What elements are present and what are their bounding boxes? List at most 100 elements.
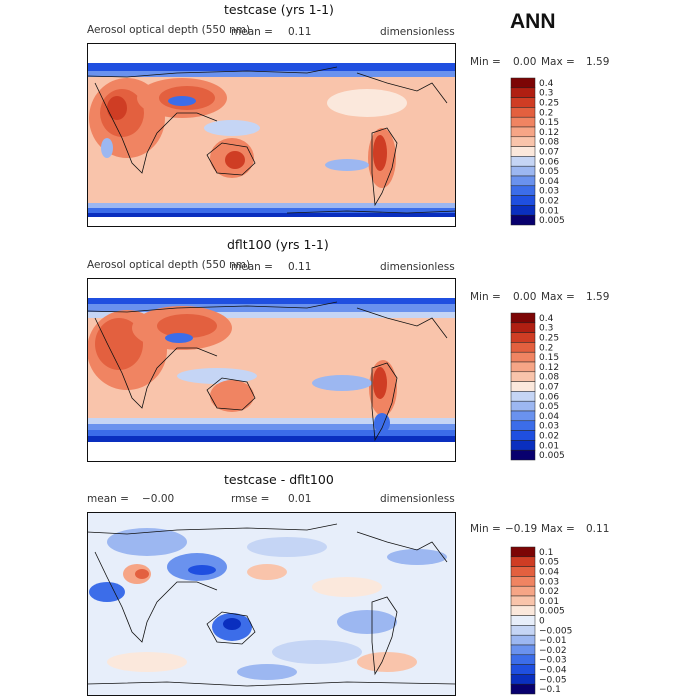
panel3-min-value: −0.19 [505,523,538,535]
panel1-max-label: Max = [541,56,575,68]
panel1-colorbar: 0.40.30.250.20.150.120.080.070.060.050.0… [510,77,565,226]
colorbar-swatch [510,615,536,626]
colorbar-label: 0 [539,617,545,627]
colorbar-swatch [510,175,536,187]
colorbar-swatch [510,185,536,196]
panel3-max-value: 0.11 [586,523,610,535]
colorbar-label: 0.03 [539,577,559,587]
colorbar-swatch [510,683,536,695]
panel3-rmse-label: rmse = [231,493,270,505]
panel2-max-label: Max = [541,291,575,303]
panel2-mean-value: 0.11 [288,261,312,273]
colorbar-swatch [510,605,536,616]
colorbar-swatch [510,351,536,363]
panel2-coastlines [87,301,448,442]
colorbar-swatch [510,156,536,167]
colorbar-swatch [510,654,536,665]
panel1-min-value: 0.00 [513,56,537,68]
colorbar-label: 0.15 [539,118,559,128]
colorbar-swatch [510,107,536,118]
colorbar-label: 0.2 [539,343,553,353]
colorbar-label: 0.01 [539,206,559,216]
colorbar-swatch [510,146,536,157]
colorbar-swatch [510,410,536,422]
colorbar-swatch [510,361,536,373]
colorbar-swatch [510,420,536,431]
colorbar-label: 0.005 [539,216,565,226]
panel2-min-label: Min = [470,291,501,303]
panel3-mean-label: mean = [87,493,129,505]
colorbar-label: −0.02 [539,646,567,656]
colorbar-label: 0.06 [539,392,559,402]
panel1-max-value: 1.59 [586,56,610,68]
colorbar-label: 0.005 [539,607,565,617]
colorbar-swatch [510,97,536,108]
panel3-rmse-value: 0.01 [288,493,312,505]
colorbar-swatch [510,322,536,333]
colorbar-swatch [510,664,536,675]
panel1-mean-value: 0.11 [288,26,312,38]
panel2-map [87,278,456,462]
panel3-max-label: Max = [541,523,575,535]
colorbar-label: −0.1 [539,685,561,695]
colorbar-swatch [510,195,536,206]
colorbar-label: 0.01 [539,597,559,607]
colorbar-label: −0.05 [539,675,567,685]
panel2-min-value: 0.00 [513,291,537,303]
colorbar-label: 0.01 [539,441,559,451]
colorbar-label: 0.3 [539,89,553,99]
panel1-variable: Aerosol optical depth (550 nm) [87,24,251,36]
colorbar-label: 0.03 [539,422,559,432]
panel1-title: testcase (yrs 1-1) [224,2,334,17]
colorbar-swatch [510,371,536,382]
panel1-field [87,43,456,227]
colorbar-swatch [510,312,536,324]
panel2-title: dflt100 (yrs 1-1) [227,237,329,252]
colorbar-label: 0.1 [539,548,553,558]
panel3-mean-value: −0.00 [142,493,175,505]
colorbar-swatch [510,214,536,226]
colorbar-label: 0.08 [539,138,559,148]
panel2-units: dimensionless [380,261,455,273]
colorbar-label: 0.25 [539,99,559,109]
colorbar-swatch [510,165,536,177]
colorbar-label: 0.04 [539,412,559,422]
colorbar-swatch [510,77,536,89]
panel3-colorbar: 0.10.050.040.030.020.010.0050−0.005−0.01… [510,546,572,695]
panel2-mean-label: mean = [231,261,273,273]
colorbar-label: 0.08 [539,373,559,383]
colorbar-label: 0.04 [539,568,559,578]
panel3-units: dimensionless [380,493,455,505]
colorbar-swatch [510,332,536,343]
colorbar-label: 0.05 [539,402,559,412]
colorbar-swatch [510,400,536,412]
colorbar-swatch [510,595,536,607]
colorbar-swatch [510,391,536,402]
panel2-max-value: 1.59 [586,291,610,303]
colorbar-swatch [510,585,536,597]
colorbar-swatch [510,566,536,577]
panel2-field [87,278,456,462]
colorbar-label: 0.4 [539,79,554,89]
colorbar-swatch [510,87,536,98]
colorbar-swatch [510,556,536,567]
colorbar-swatch [510,546,536,558]
colorbar-swatch [510,342,536,353]
panel1-mean-label: mean = [231,26,273,38]
colorbar-label: −0.03 [539,656,567,666]
colorbar-swatch [510,126,536,138]
colorbar-label: 0.005 [539,451,565,461]
panel1-units: dimensionless [380,26,455,38]
colorbar-swatch [510,430,536,441]
colorbar-swatch [510,625,536,636]
colorbar-swatch [510,644,536,656]
colorbar-label: 0.06 [539,157,559,167]
colorbar-swatch [510,576,536,587]
panel2-colorbar: 0.40.30.250.20.150.120.080.070.060.050.0… [510,312,565,461]
colorbar-label: 0.4 [539,314,554,324]
season-label: ANN [510,10,556,33]
panel1-coastlines [87,66,456,214]
panel3-coastlines [87,523,456,687]
panel3-min-label: Min = [470,523,501,535]
colorbar-label: 0.2 [539,108,553,118]
